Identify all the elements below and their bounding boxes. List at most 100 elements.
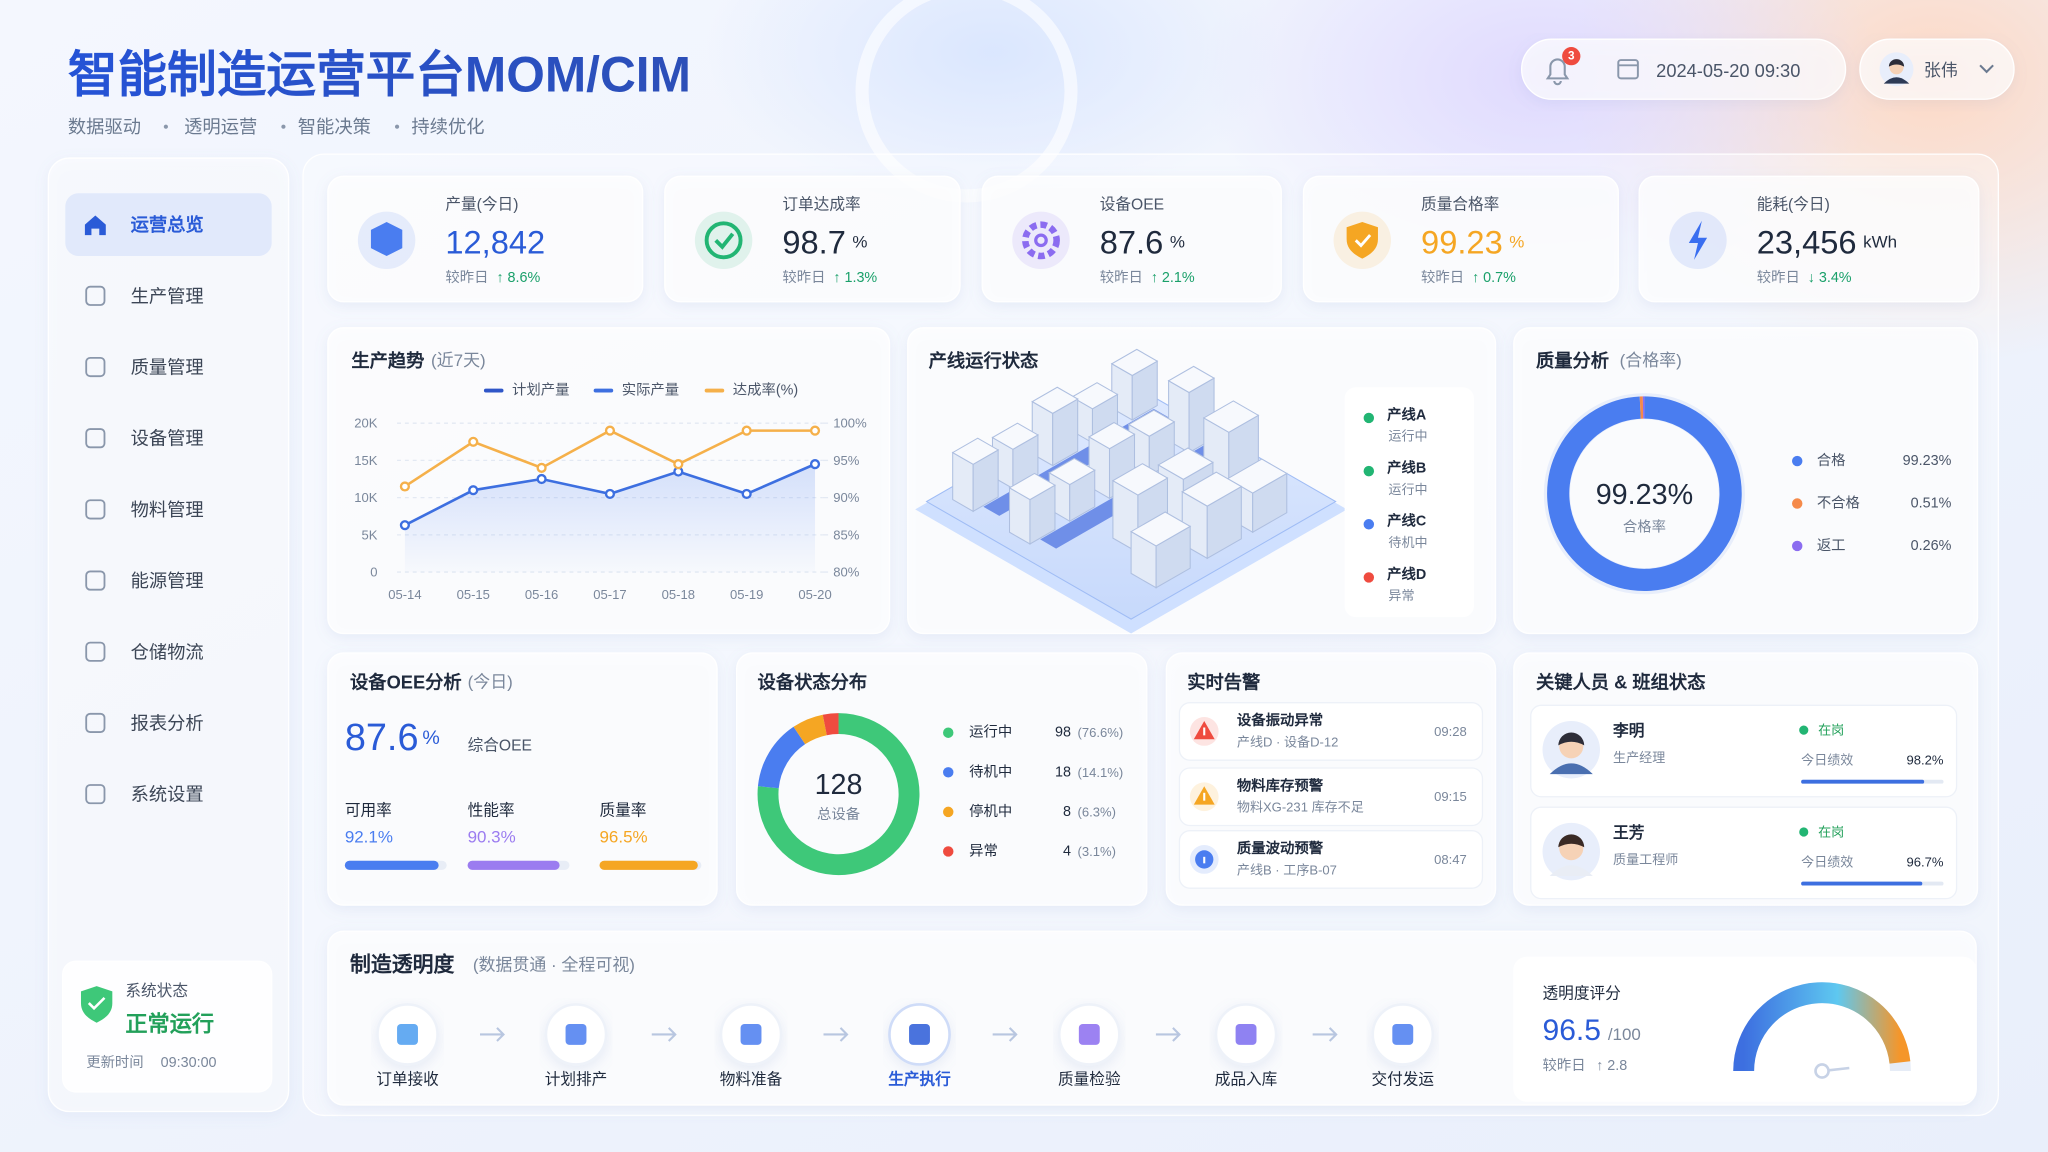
step-icon [1235,1024,1257,1045]
kpi-label: 设备OEE [1100,196,1164,214]
kpi-value: 12,842 [445,223,545,260]
data-point [604,425,616,436]
legend-panel [1344,387,1474,618]
score-compare: 较昨日 [1543,1056,1586,1074]
kpi-glyph [714,232,735,250]
score-value: 96.5 [1543,1014,1601,1047]
label: 系统状态 [125,982,188,1000]
series-area [404,464,816,573]
kpi-icon-bg [694,211,753,270]
kpi-compare: 较昨日 [782,268,825,286]
nav-item: 生产管理 [131,285,204,306]
step-label: 生产执行 [888,1070,951,1089]
kpi-glyph [1034,233,1048,248]
legend-label: 不合格 [1817,495,1861,512]
metric-name: 质量率 [600,802,647,820]
card-title: 设备状态分布 [758,671,868,692]
alert-row[interactable] [1178,830,1484,889]
kpi-label: 产量(今日) [445,196,518,214]
card-title: 实时告警 [1187,671,1261,692]
nav-icon [85,285,106,306]
legend-value: 98 [1055,725,1071,741]
check [87,996,106,1011]
kpi-value: 98.7% [782,223,867,260]
kpi-unit: kWh [1863,232,1897,251]
line-name: 产线A [1387,405,1426,423]
status-dot [1363,412,1375,424]
y-tick-label: 20K [354,416,378,431]
alert-row[interactable] [1178,702,1484,761]
step-icon [565,1024,587,1045]
status-dot [1799,827,1809,837]
score-max: /100 [1608,1025,1641,1044]
data-point [468,436,479,447]
perf-label: 今日绩效 [1801,855,1853,870]
x-tick-label: 05-18 [662,587,695,602]
legend-dot [943,806,954,818]
subtitle-tag: 持续优化 [411,116,484,137]
legend-label: 达成率(%) [733,382,798,399]
data-point [399,520,410,531]
step-arrow [1312,1027,1338,1042]
legend-value: 8 [1063,804,1071,820]
label: 综合OEE [468,736,532,754]
kpi-label: 质量合格率 [1421,196,1499,214]
x-tick-label: 05-19 [730,587,763,602]
data-point [604,488,616,500]
kpi-glyph [704,221,743,260]
card-title: 关键人员 & 班组状态 [1536,671,1706,692]
score-label: 透明度评分 [1543,984,1622,1002]
machine-top [1008,472,1057,501]
kpi-compare: 较昨日 [1421,268,1464,286]
perf-value: 98.2% [1907,753,1944,768]
legend-share: (14.1%) [1078,765,1124,780]
y2-tick-label: 100% [833,416,867,431]
nav-item: 报表分析 [131,712,204,733]
donut-center-value: 99.23% [1596,479,1693,511]
subtitle-tag: 数据驱动 [68,116,141,137]
label: 更新时间 [86,1054,143,1071]
legend-label: 异常 [969,842,998,859]
alert-title: 质量波动预警 [1237,839,1324,857]
machine-top [1110,348,1159,377]
status-dot [1363,465,1375,477]
kpi-compare: 较昨日 [1757,268,1800,286]
avatar-hair [1888,59,1905,67]
metric-value: 96.5% [600,828,648,847]
alert-row[interactable] [1178,767,1484,827]
data-point [809,425,821,436]
oee-card [327,652,718,906]
machine-top [991,422,1039,450]
line-name: 产线C [1387,512,1426,530]
kpi-value: 87.6% [1100,223,1185,260]
line-status: 待机中 [1388,535,1427,550]
kpi-glyph [1354,234,1372,248]
separator [163,124,168,129]
line-status: 运行中 [1388,429,1427,444]
kpi-change: ↑ 2.1% [1151,270,1195,286]
person-name: 王芳 [1613,823,1645,842]
metric-name: 性能率 [468,802,515,820]
machine-top [1202,400,1260,433]
kpi-glyph [1688,220,1708,260]
page-title: 智能制造运营平台MOM/CIM [68,46,691,102]
status-dot [1363,519,1375,530]
chevron[interactable] [1979,64,1994,74]
gauge-hub [1814,1063,1830,1079]
legend-label: 合格 [1817,452,1846,469]
quality-card [1513,327,1979,635]
nav-item: 系统设置 [131,784,204,805]
machine-top [1127,409,1176,437]
person-status: 在岗 [1818,825,1844,840]
legend-label: 返工 [1817,537,1846,554]
kpi-card [1638,175,1980,303]
alert-time: 08:47 [1434,852,1467,867]
nav-icon [84,215,106,236]
subtitle-tag: 智能决策 [298,116,371,137]
kpi-glyph [1022,221,1060,260]
machine-top [1130,511,1192,547]
progress-bar [467,860,560,870]
data-point [399,481,410,492]
y-tick-label: 0 [370,565,377,580]
bell-icon[interactable] [1545,58,1570,86]
